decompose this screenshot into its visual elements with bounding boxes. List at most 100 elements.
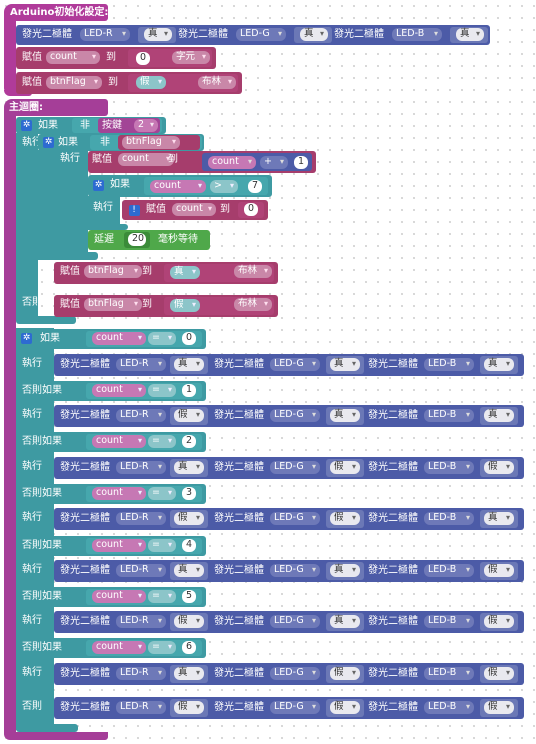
led-g-dropdown[interactable]: LED-G — [236, 28, 286, 41]
type-dropdown[interactable]: 布林 — [234, 265, 272, 278]
bool-dropdown[interactable]: 真 — [170, 266, 200, 279]
number-field[interactable]: 7 — [248, 180, 262, 193]
if-count-eq-block[interactable]: 否則如果 count = 6 — [16, 638, 206, 658]
led-row-block[interactable]: 發光二極體 LED-R 真 發光二極體 LED-G 真 發光二極體 LED-B … — [54, 560, 524, 582]
bool-dropdown[interactable]: 真 — [330, 615, 360, 628]
variable-dropdown[interactable]: count — [92, 641, 146, 654]
led-b-dropdown[interactable]: LED-B — [424, 409, 474, 422]
variable-dropdown[interactable]: btnFlag — [46, 76, 102, 89]
if-count-eq-block[interactable]: 否則如果 count = 5 — [16, 587, 206, 607]
if-count-eq-block[interactable]: ✲ 如果 count = 0 — [16, 329, 206, 349]
bool-dropdown[interactable]: 真 — [174, 358, 204, 371]
assign-count-plus[interactable]: 賦值 count 到 count + 1 — [88, 151, 316, 173]
number-field[interactable]: 6 — [182, 641, 196, 654]
setup-assign-btnflag[interactable]: 賦值 btnFlag 到 假 布林 — [16, 72, 242, 94]
assign-btnflag-true[interactable]: 賦值 btnFlag 到 真 布林 — [54, 262, 278, 284]
led-b-dropdown[interactable]: LED-B — [424, 701, 474, 714]
number-field[interactable]: 4 — [182, 539, 196, 552]
led-g-dropdown[interactable]: LED-G — [270, 701, 320, 714]
variable-dropdown[interactable]: count — [118, 153, 174, 166]
variable-dropdown[interactable]: count — [92, 435, 146, 448]
led-g-dropdown[interactable]: LED-G — [270, 667, 320, 680]
operator-dropdown[interactable]: > — [210, 180, 238, 193]
led-row-block[interactable]: 發光二極體 LED-R 假 發光二極體 LED-G 真 發光二極體 LED-B … — [54, 611, 524, 633]
loop-block[interactable]: 主迴圈: — [4, 99, 108, 116]
led-g-dropdown[interactable]: LED-G — [270, 615, 320, 628]
led-b-dropdown[interactable]: LED-B — [424, 358, 474, 371]
number-field[interactable]: 2 — [182, 435, 196, 448]
assign-count-zero[interactable]: ! 賦值 count 到 0 — [122, 200, 268, 220]
gear-icon[interactable]: ✲ — [21, 120, 32, 131]
variable-dropdown[interactable]: btnFlag — [122, 136, 180, 149]
led-g-dropdown[interactable]: LED-G — [270, 564, 320, 577]
if-count-eq-block[interactable]: 否則如果 count = 4 — [16, 536, 206, 556]
operator-dropdown[interactable]: = — [148, 487, 176, 500]
bool-dropdown[interactable]: 真 — [300, 28, 328, 41]
led-r-dropdown[interactable]: LED-R — [116, 667, 166, 680]
number-field[interactable]: 0 — [136, 52, 150, 65]
led-b-dropdown[interactable]: LED-B — [424, 512, 474, 525]
bool-dropdown[interactable]: 假 — [484, 667, 514, 680]
gear-icon[interactable]: ✲ — [43, 137, 54, 148]
number-field[interactable]: 1 — [182, 384, 196, 397]
if-count-eq-block[interactable]: 否則如果 count = 2 — [16, 432, 206, 452]
bool-dropdown[interactable]: 假 — [174, 409, 204, 422]
if-count-gt-block[interactable]: ✲ 如果 count > 7 — [88, 175, 272, 197]
bool-dropdown[interactable]: 假 — [174, 512, 204, 525]
bool-dropdown[interactable]: 假 — [136, 76, 166, 89]
bool-dropdown[interactable]: 真 — [484, 358, 514, 371]
setup-led-block[interactable]: 發光二極體 LED-R 真 發光二極體 LED-G 真 發光二極體 LED-B … — [16, 25, 490, 45]
variable-dropdown[interactable]: btnFlag — [84, 265, 142, 278]
led-r-dropdown[interactable]: LED-R — [116, 701, 166, 714]
led-r-dropdown[interactable]: LED-R — [116, 358, 166, 371]
operator-dropdown[interactable]: + — [260, 156, 288, 169]
if-count-eq-block[interactable]: 否則如果 count = 1 — [16, 381, 206, 401]
led-b-dropdown[interactable]: LED-B — [424, 667, 474, 680]
variable-dropdown[interactable]: count — [92, 539, 146, 552]
operator-dropdown[interactable]: = — [148, 332, 176, 345]
bool-dropdown[interactable]: 真 — [174, 564, 204, 577]
led-g-dropdown[interactable]: LED-G — [270, 409, 320, 422]
bool-dropdown[interactable]: 真 — [174, 461, 204, 474]
led-r-dropdown[interactable]: LED-R — [80, 28, 130, 41]
led-g-dropdown[interactable]: LED-G — [270, 461, 320, 474]
number-field[interactable]: 1 — [294, 156, 308, 169]
button-dropdown[interactable]: 2 — [134, 119, 158, 132]
bool-dropdown[interactable]: 真 — [484, 512, 514, 525]
operator-dropdown[interactable]: = — [148, 641, 176, 654]
operator-dropdown[interactable]: = — [148, 384, 176, 397]
warning-icon[interactable]: ! — [128, 204, 140, 216]
led-g-dropdown[interactable]: LED-G — [270, 358, 320, 371]
led-r-dropdown[interactable]: LED-R — [116, 615, 166, 628]
variable-dropdown[interactable]: count — [208, 156, 256, 169]
setup-assign-count[interactable]: 賦值 count 到 0 字元 — [16, 47, 216, 69]
led-row-block[interactable]: 發光二極體 LED-R 真 發光二極體 LED-G 假 發光二極體 LED-B … — [54, 663, 524, 685]
operator-dropdown[interactable]: = — [148, 435, 176, 448]
led-b-dropdown[interactable]: LED-B — [424, 615, 474, 628]
type-dropdown[interactable]: 字元 — [172, 51, 210, 64]
led-row-block[interactable]: 發光二極體 LED-R 真 發光二極體 LED-G 假 發光二極體 LED-B … — [54, 457, 524, 479]
led-b-dropdown[interactable]: LED-B — [424, 564, 474, 577]
variable-dropdown[interactable]: count — [92, 487, 146, 500]
if-count-eq-block[interactable]: 否則如果 count = 3 — [16, 484, 206, 504]
bool-dropdown[interactable]: 假 — [330, 512, 360, 525]
assign-btnflag-false[interactable]: 賦值 btnFlag 到 假 布林 — [54, 295, 278, 317]
variable-dropdown[interactable]: btnFlag — [84, 298, 142, 311]
gear-icon[interactable]: ✲ — [93, 180, 104, 191]
bool-dropdown[interactable]: 真 — [484, 409, 514, 422]
bool-dropdown[interactable]: 假 — [484, 701, 514, 714]
variable-dropdown[interactable]: count — [92, 384, 146, 397]
led-g-dropdown[interactable]: LED-G — [270, 512, 320, 525]
setup-block[interactable]: Arduino初始化設定: — [4, 4, 108, 21]
led-r-dropdown[interactable]: LED-R — [116, 409, 166, 422]
led-row-block[interactable]: 發光二極體 LED-R 假 發光二極體 LED-G 真 發光二極體 LED-B … — [54, 405, 524, 427]
led-row-block[interactable]: 發光二極體 LED-R 真 發光二極體 LED-G 真 發光二極體 LED-B … — [54, 354, 524, 376]
bool-dropdown[interactable]: 假 — [170, 299, 200, 312]
bool-dropdown[interactable]: 真 — [330, 358, 360, 371]
type-dropdown[interactable]: 布林 — [198, 76, 236, 89]
led-b-dropdown[interactable]: LED-B — [392, 28, 442, 41]
bool-dropdown[interactable]: 真 — [456, 28, 484, 41]
type-dropdown[interactable]: 布林 — [234, 298, 272, 311]
operator-dropdown[interactable]: = — [148, 539, 176, 552]
bool-dropdown[interactable]: 假 — [330, 701, 360, 714]
